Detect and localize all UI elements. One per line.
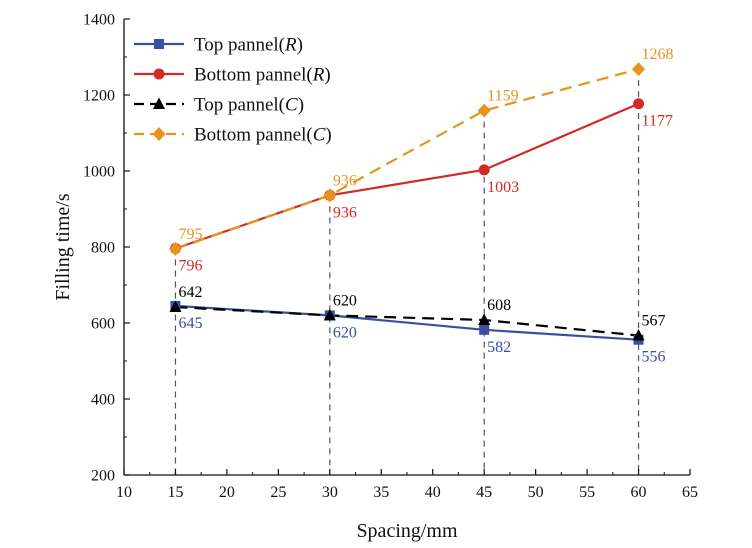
data-label-s2-60: 567 bbox=[642, 313, 666, 330]
data-point-s3-60 bbox=[632, 62, 646, 77]
y-tick-label-600: 600 bbox=[91, 316, 115, 333]
y-tick-label-1200: 1200 bbox=[83, 88, 115, 105]
data-point-s1-45 bbox=[478, 164, 490, 176]
data-label-s1-15: 796 bbox=[178, 258, 202, 275]
data-label-s0-60: 556 bbox=[642, 349, 666, 366]
legend-marker-2 bbox=[153, 97, 165, 109]
data-label-s3-45: 1159 bbox=[487, 88, 518, 105]
data-label-s0-30: 620 bbox=[333, 324, 357, 341]
data-labels: 645 620 582 556 796 936 1003 1177 642 620 608 567 79… bbox=[178, 46, 673, 366]
data-label-s1-30: 936 bbox=[333, 204, 357, 221]
legend-label-1: Bottom pannel(R) bbox=[194, 65, 331, 86]
data-point-s3-15 bbox=[168, 241, 182, 256]
legend-label-3: Bottom pannel(C) bbox=[194, 125, 332, 146]
legend-marker-0 bbox=[154, 39, 164, 49]
x-tick-label-25: 25 bbox=[270, 484, 286, 501]
legend: Top pannel(R) Bottom pannel(R) Top pannel(… bbox=[134, 35, 332, 146]
y-axis-title: Filling time/s bbox=[52, 193, 74, 300]
x-tick-label-65: 65 bbox=[682, 484, 698, 501]
data-label-s3-15: 795 bbox=[178, 226, 202, 243]
legend-label-0: Top pannel(R) bbox=[194, 35, 303, 56]
x-tick-label-50: 50 bbox=[528, 484, 544, 501]
data-label-s3-30: 936 bbox=[333, 172, 357, 189]
data-label-s2-45: 608 bbox=[487, 297, 511, 314]
x-tick-label-35: 35 bbox=[373, 484, 389, 501]
data-point-s3-45 bbox=[477, 103, 491, 118]
series-lines bbox=[175, 68, 639, 341]
series-line-0 bbox=[175, 304, 639, 341]
x-tick-label-10: 10 bbox=[116, 484, 132, 501]
data-point-s0-45 bbox=[479, 324, 490, 335]
y-tick-label-800: 800 bbox=[91, 240, 115, 257]
data-point-s2-45 bbox=[478, 313, 491, 325]
data-label-s1-45: 1003 bbox=[487, 179, 519, 196]
data-markers bbox=[168, 62, 646, 345]
x-tick-label-40: 40 bbox=[425, 484, 441, 501]
axes: 10 15 20 25 30 35 40 45 50 55 60 65 200 400 600 800 1000… bbox=[83, 12, 698, 502]
data-label-s1-60: 1177 bbox=[642, 113, 673, 130]
data-point-s2-15 bbox=[169, 300, 182, 313]
data-label-s0-15: 645 bbox=[178, 315, 202, 332]
series-line-3 bbox=[175, 68, 639, 250]
legend-label-2: Top pannel(C) bbox=[194, 95, 304, 116]
x-axis-title: Spacing/mm bbox=[356, 520, 458, 542]
data-point-s2-30 bbox=[323, 308, 336, 321]
x-tick-label-60: 60 bbox=[631, 484, 647, 501]
data-point-s3-30 bbox=[323, 188, 337, 203]
x-tick-label-45: 45 bbox=[476, 484, 492, 501]
data-point-s1-60 bbox=[633, 98, 645, 110]
x-tick-label-55: 55 bbox=[579, 484, 595, 501]
y-tick-label-1000: 1000 bbox=[83, 164, 115, 181]
data-label-s3-60: 1268 bbox=[642, 46, 674, 63]
data-label-s2-30: 620 bbox=[333, 292, 357, 309]
series-line-2 bbox=[175, 305, 639, 337]
data-label-s0-45: 582 bbox=[487, 339, 511, 356]
legend-marker-1 bbox=[153, 68, 165, 80]
y-tick-label-200: 200 bbox=[91, 468, 115, 485]
legend-marker-3 bbox=[152, 127, 166, 141]
x-tick-label-15: 15 bbox=[167, 484, 183, 501]
y-tick-label-1400: 1400 bbox=[83, 12, 115, 29]
data-point-s2-60 bbox=[632, 329, 645, 341]
y-tick-label-400: 400 bbox=[91, 392, 115, 409]
x-tick-label-20: 20 bbox=[219, 484, 235, 501]
data-label-s2-15: 642 bbox=[178, 284, 202, 301]
x-tick-label-30: 30 bbox=[322, 484, 338, 501]
